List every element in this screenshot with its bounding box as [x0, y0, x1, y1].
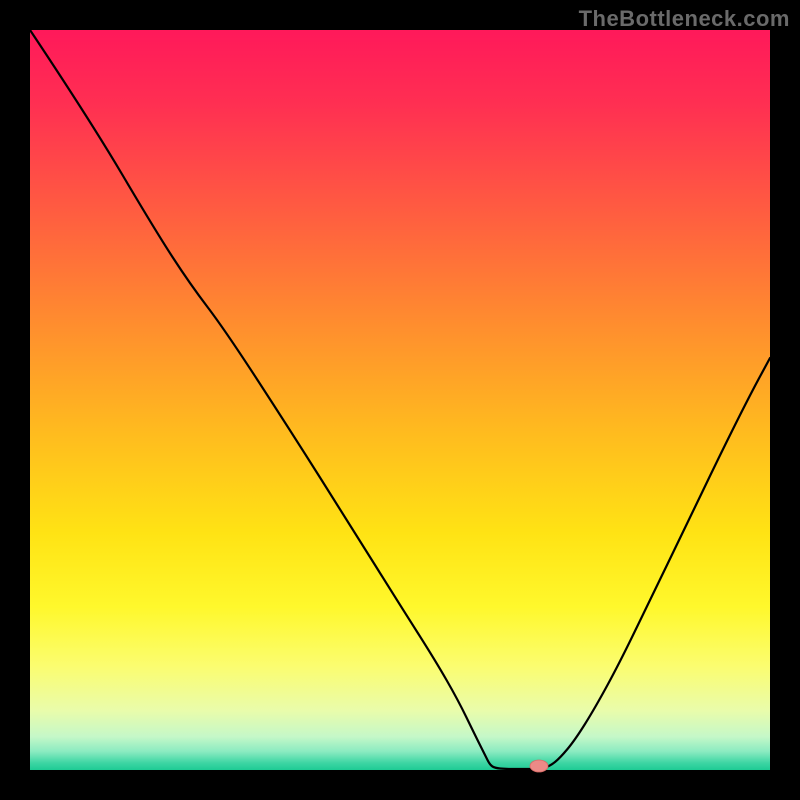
- v-curve: [30, 30, 770, 769]
- chart-svg: [0, 0, 800, 800]
- minimum-marker: [530, 760, 548, 772]
- watermark-text: TheBottleneck.com: [579, 6, 790, 32]
